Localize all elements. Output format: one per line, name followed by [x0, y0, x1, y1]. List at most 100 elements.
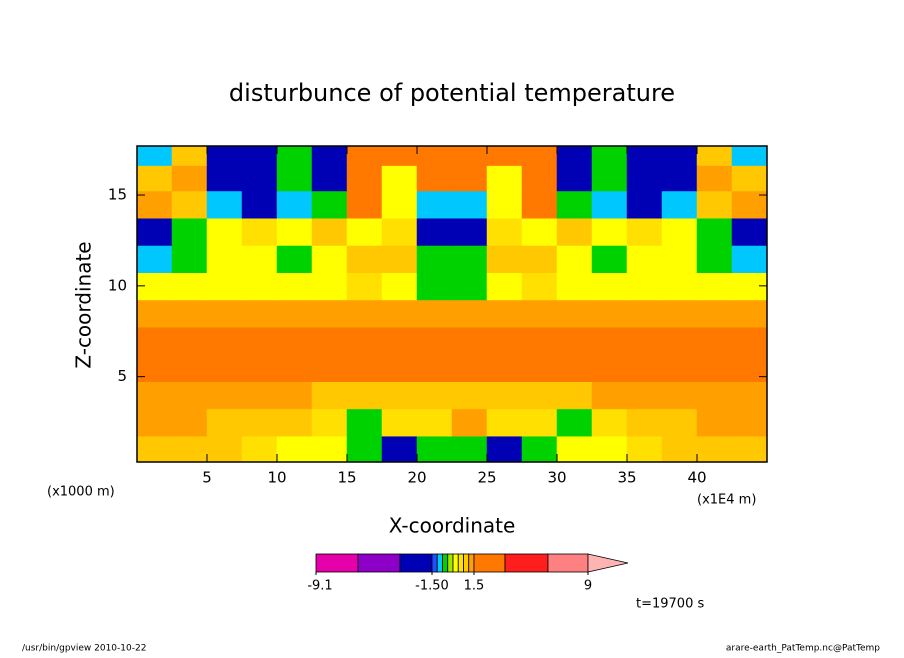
field-cell — [556, 299, 593, 328]
colorbar-box — [315, 553, 359, 573]
field-cell — [731, 146, 767, 166]
field-cell — [521, 380, 558, 410]
field-cell — [206, 353, 243, 382]
field-cell — [626, 380, 663, 410]
field-cell — [696, 244, 733, 273]
field-cell — [311, 380, 348, 410]
field-cell — [626, 190, 663, 219]
footer-right: arare-earth_PatTemp.nc@PatTemp — [726, 644, 880, 654]
field-cell — [346, 217, 383, 246]
field-cell — [171, 408, 208, 437]
field-cell — [556, 380, 593, 410]
field-cell — [206, 190, 243, 219]
field-cell — [241, 244, 278, 273]
field-cell — [661, 271, 698, 301]
field-cell — [521, 299, 558, 328]
field-cell — [591, 380, 628, 410]
field-cell — [241, 217, 278, 246]
field-cell — [556, 353, 593, 382]
field-cell — [451, 244, 488, 273]
field-cell — [346, 326, 383, 355]
x-unit: (x1E4 m) — [697, 493, 756, 508]
field-cell — [241, 380, 278, 410]
field-cell — [521, 164, 558, 192]
field-cell — [591, 271, 628, 301]
field-cell — [171, 164, 208, 192]
field-cell — [241, 299, 278, 328]
colorbar-box — [436, 553, 443, 573]
field-cell — [451, 408, 488, 437]
y-tick-label: 5 — [117, 367, 127, 385]
field-cell — [346, 164, 383, 192]
field-cell — [696, 190, 733, 219]
colorbar-box — [457, 553, 464, 573]
field-cell — [416, 380, 453, 410]
field-cell — [241, 408, 278, 437]
field-cell — [206, 299, 243, 328]
field-cell — [137, 326, 173, 355]
field-cell — [451, 353, 488, 382]
field-cell — [696, 408, 733, 437]
field-cell — [381, 299, 418, 328]
field-cell — [731, 164, 767, 192]
field-cell — [731, 353, 767, 382]
field-cell — [451, 435, 488, 462]
colorbar-box — [357, 553, 401, 573]
field-cell — [171, 326, 208, 355]
y-tick-label: 10 — [108, 276, 127, 294]
field-cell — [311, 164, 348, 192]
field-cell — [661, 164, 698, 192]
field-cell — [171, 380, 208, 410]
x-tick-label: 5 — [202, 469, 212, 487]
field-cell — [591, 190, 628, 219]
field-cell — [591, 164, 628, 192]
field-cell — [381, 353, 418, 382]
field-cell — [696, 326, 733, 355]
colorbar-tick-label: 1.5 — [464, 579, 485, 594]
field-cell — [276, 380, 313, 410]
field-cell — [241, 190, 278, 219]
field-cell — [661, 326, 698, 355]
colorbar-box — [447, 553, 454, 573]
x-tick-label: 25 — [477, 469, 496, 487]
field-cell — [346, 380, 383, 410]
field-cell — [486, 408, 523, 437]
field-cell — [486, 190, 523, 219]
field-cell — [556, 244, 593, 273]
field-cell — [416, 299, 453, 328]
field-cell — [591, 244, 628, 273]
field-cell — [206, 217, 243, 246]
field-cell — [381, 164, 418, 192]
field-cell — [276, 164, 313, 192]
field-cell — [241, 164, 278, 192]
field-cell — [626, 217, 663, 246]
field-cell — [276, 244, 313, 273]
field-cell — [241, 271, 278, 301]
x-tick-label: 20 — [407, 469, 426, 487]
field-cell — [486, 326, 523, 355]
field-cell — [556, 217, 593, 246]
colorbar: -9.1 -1.50 1.5 9 — [307, 553, 629, 594]
field-cell — [451, 326, 488, 355]
field-cell — [171, 271, 208, 301]
field-cell — [591, 353, 628, 382]
field-cell — [381, 217, 418, 246]
field-cell — [206, 271, 243, 301]
field-cell — [381, 271, 418, 301]
field-cell — [521, 271, 558, 301]
field-cell — [311, 299, 348, 328]
colorbar-box — [463, 553, 470, 573]
field-cell — [451, 190, 488, 219]
field-cell — [171, 299, 208, 328]
field-cell — [346, 299, 383, 328]
field-cell — [137, 380, 173, 410]
field-cell — [381, 408, 418, 437]
field-cell — [137, 408, 173, 437]
y-unit: (x1000 m) — [47, 485, 115, 500]
colorbar-box — [399, 553, 433, 573]
field-cell — [451, 164, 488, 192]
field-cell — [661, 217, 698, 246]
field-cell — [661, 435, 698, 462]
field-cell — [171, 353, 208, 382]
field-cell — [626, 435, 663, 462]
